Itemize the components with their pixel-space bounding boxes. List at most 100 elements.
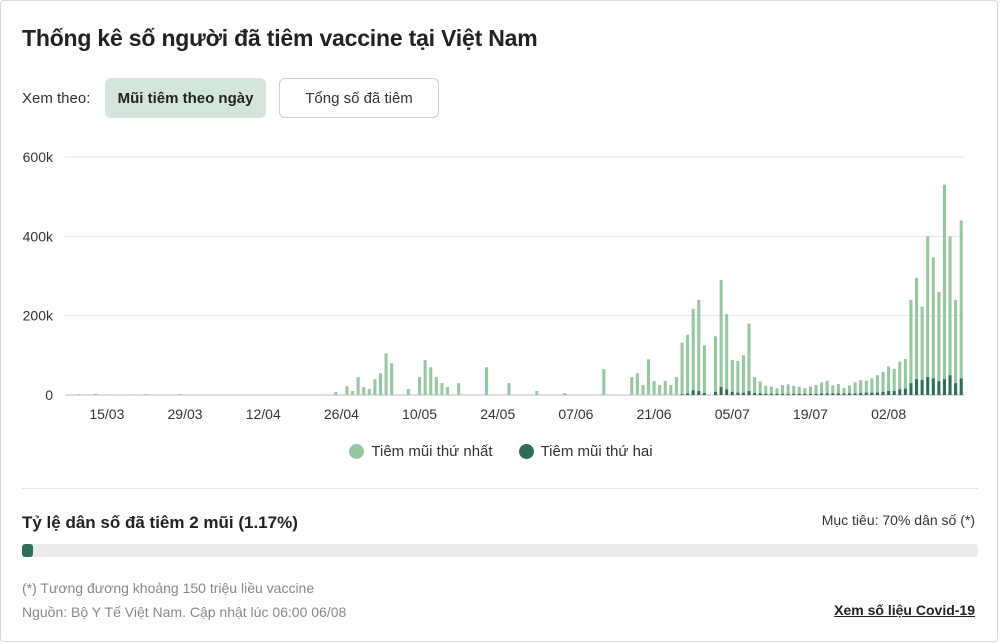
bar-first-dose [445, 387, 450, 395]
bar-second-dose [713, 391, 718, 395]
bar-first-dose [764, 385, 768, 394]
legend-label-second-dose: Tiêm mũi thứ hai [540, 443, 653, 460]
bar-second-dose [780, 393, 785, 395]
bar-first-dose [725, 314, 729, 390]
bar-first-dose [646, 359, 651, 395]
bar-first-dose [875, 375, 879, 393]
y-tick-label: 400k [23, 228, 54, 244]
bar-first-dose [507, 383, 511, 395]
bar-first-dose [406, 389, 410, 395]
bar-first-dose [814, 385, 818, 394]
x-tick-label: 19/07 [793, 406, 828, 422]
bar-second-dose [814, 393, 818, 395]
bar-second-dose [775, 393, 779, 395]
footnote: (*) Tương đương khoảng 150 triệu liều va… [22, 580, 315, 596]
bar-second-dose [753, 393, 757, 395]
bar-second-dose [836, 393, 840, 395]
bar-first-dose [758, 381, 762, 394]
y-tick-label: 0 [45, 387, 53, 403]
bar-first-dose [351, 391, 355, 395]
bar-second-dose [859, 393, 863, 395]
x-tick-label: 02/08 [871, 406, 906, 422]
bar-first-dose [920, 306, 924, 380]
bar-first-dose [563, 393, 567, 395]
bar-first-dose [741, 355, 745, 393]
bar-first-dose [367, 389, 371, 395]
bar-first-dose [630, 377, 634, 395]
x-tick-label: 07/06 [558, 406, 593, 422]
bar-second-dose [931, 378, 935, 395]
bar-first-dose [892, 368, 896, 392]
bar-first-dose [881, 371, 885, 392]
bar-first-dose [423, 360, 427, 395]
coverage-progress-bar [22, 544, 978, 557]
bar-first-dose [418, 377, 422, 395]
bar-first-dose [959, 220, 963, 379]
daily-vaccination-bar-chart: 0 200k 400k 600k 15/03 29/03 12/04 26/04 10/05 2… [23, 149, 964, 422]
bar-second-dose [954, 383, 958, 395]
second-dose-swatch-icon [518, 444, 534, 459]
daily-doses-toggle[interactable]: Mũi tiêm theo ngày [105, 78, 266, 118]
bar-first-dose [753, 377, 757, 394]
bar-first-dose [641, 385, 645, 395]
bar-first-dose [775, 388, 779, 394]
bar-second-dose [691, 390, 695, 395]
bar-second-dose [864, 392, 868, 395]
covid-stats-link[interactable]: Xem số liệu Covid-19 [834, 602, 975, 618]
bar-second-dose [786, 393, 790, 395]
y-tick-label: 200k [23, 308, 54, 324]
total-vaccinated-toggle[interactable]: Tổng số đã tiêm [279, 78, 439, 118]
bar-first-dose [842, 387, 846, 394]
bar-second-dose [736, 392, 740, 395]
bar-first-dose [864, 380, 868, 393]
bar-first-dose [713, 336, 718, 392]
legend-item-second-dose[interactable]: Tiêm mũi thứ hai [518, 443, 653, 460]
legend-item-first-dose[interactable]: Tiêm mũi thứ nhất [349, 443, 493, 460]
bar-first-dose [915, 277, 919, 380]
bar-first-dose [808, 386, 812, 394]
bar-second-dose [909, 383, 913, 395]
x-tick-label: 15/03 [89, 406, 124, 422]
bar-second-dose [725, 389, 729, 395]
bar-first-dose [836, 383, 840, 394]
bar-second-dose [764, 393, 768, 395]
bar-first-dose [77, 394, 81, 395]
bar-first-dose [909, 299, 913, 384]
bar-first-dose [697, 299, 701, 392]
bar-first-dose [177, 394, 182, 395]
bar-second-dose [702, 393, 706, 395]
bar-first-dose [898, 361, 902, 390]
bar-first-dose [870, 378, 874, 393]
y-axis-tick-labels: 0 200k 400k 600k [23, 149, 54, 403]
coverage-progress-fill [22, 544, 34, 557]
bar-second-dose [730, 391, 734, 395]
y-tick-label: 600k [23, 149, 54, 165]
bar-first-dose [803, 388, 807, 394]
bar-first-dose [144, 394, 148, 395]
bar-second-dose [803, 393, 807, 395]
bar-second-dose [686, 393, 690, 395]
bar-first-dose [847, 385, 852, 394]
bar-first-dose [926, 236, 930, 378]
x-tick-label: 10/05 [402, 406, 437, 422]
x-tick-label: 26/04 [324, 406, 359, 422]
bar-second-dose [820, 393, 824, 395]
bar-first-dose [669, 385, 673, 395]
bar-second-dose [903, 388, 907, 395]
x-axis-tick-labels: 15/03 29/03 12/04 26/04 10/05 24/05 07/06 21/06… [89, 406, 906, 422]
bar-second-dose [926, 377, 930, 395]
chart-legend: Tiêm mũi thứ nhất Tiêm mũi thứ hai [1, 443, 1000, 460]
bar-first-dose [652, 381, 656, 395]
bar-first-dose [954, 299, 958, 384]
bar-second-dose [959, 378, 963, 395]
bar-first-dose [94, 393, 98, 395]
bar-second-dose [792, 393, 796, 395]
bar-second-dose [870, 392, 874, 395]
section-divider [22, 488, 978, 489]
chart-bars [77, 184, 963, 395]
bar-second-dose [942, 379, 946, 395]
bar-second-dose [697, 391, 701, 395]
data-source: Nguồn: Bộ Y Tế Việt Nam. Cập nhật lúc 06… [22, 604, 347, 620]
view-by-label: Xem theo: [22, 90, 91, 107]
bar-second-dose [769, 393, 773, 395]
